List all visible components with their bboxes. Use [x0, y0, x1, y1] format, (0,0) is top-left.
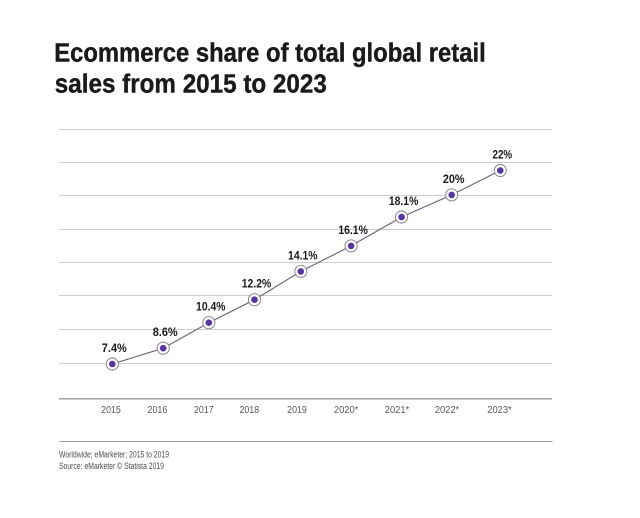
svg-text:7.4%: 7.4%	[102, 343, 127, 355]
svg-text:2022*: 2022*	[435, 405, 459, 416]
svg-text:sales from 2015 to 2023: sales from 2015 to 2023	[55, 71, 327, 99]
svg-text:16.1%: 16.1%	[338, 225, 368, 237]
svg-text:2015: 2015	[101, 405, 121, 416]
svg-text:22%: 22%	[493, 150, 513, 162]
svg-text:12.2%: 12.2%	[242, 279, 272, 291]
svg-text:Source: eMarketer © Statista 2: Source: eMarketer © Statista 2019	[59, 461, 164, 471]
svg-text:20%: 20%	[443, 174, 465, 186]
svg-text:2016: 2016	[148, 405, 168, 416]
svg-text:2021*: 2021*	[385, 405, 409, 416]
svg-text:8.6%: 8.6%	[153, 327, 178, 339]
svg-text:18.1%: 18.1%	[389, 196, 419, 208]
svg-text:14.1%: 14.1%	[288, 250, 318, 262]
svg-text:2023*: 2023*	[487, 405, 511, 416]
svg-text:2017: 2017	[194, 405, 214, 416]
svg-text:10.4%: 10.4%	[196, 302, 226, 314]
svg-text:Ecommerce share of total globa: Ecommerce share of total global retail	[54, 40, 486, 68]
svg-text:2020*: 2020*	[334, 405, 358, 416]
svg-text:Worldwide; eMarketer; 2015 to: Worldwide; eMarketer; 2015 to 2019	[59, 450, 169, 460]
svg-text:2019: 2019	[287, 405, 307, 416]
svg-text:2018: 2018	[239, 405, 259, 416]
